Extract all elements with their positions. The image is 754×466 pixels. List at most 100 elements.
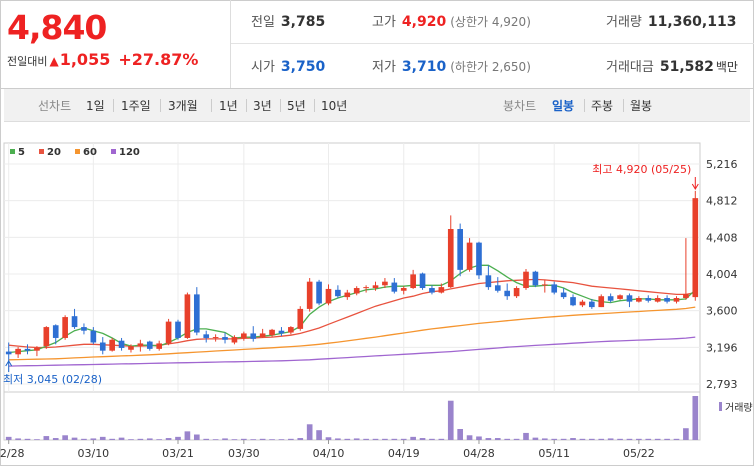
min-arrow-head [5, 360, 13, 367]
candle-body [391, 282, 398, 292]
candle-daily-button[interactable]: 일봉 [552, 99, 575, 113]
candle-body [485, 275, 492, 288]
volume-bar [71, 437, 78, 440]
candle-body [617, 295, 623, 299]
candle-body [165, 321, 172, 344]
candle-body [382, 281, 388, 286]
volume-bar [466, 435, 473, 440]
candle-body [62, 317, 68, 338]
toolbar-separator [246, 99, 247, 112]
volume-bar [541, 438, 548, 440]
toolbar-separator [623, 99, 624, 112]
trade-amount: 거래대금 51,582 백만 [606, 59, 738, 75]
period-1y-button[interactable]: 1년 [219, 99, 238, 113]
candle-body [654, 298, 661, 302]
candle-monthly-button[interactable]: 월봉 [630, 99, 653, 113]
ma60-line [8, 306, 696, 361]
candle-body [636, 298, 642, 302]
candle-body [372, 285, 379, 289]
current-price: 4,840 [7, 8, 107, 47]
candle-body [288, 327, 294, 333]
candle-body [306, 281, 313, 309]
volume-bar [316, 430, 322, 440]
volume-bar [43, 436, 50, 440]
volume-bar [523, 432, 529, 440]
volume-bar [52, 438, 59, 440]
volume-bar [391, 438, 398, 440]
volume-bar [589, 438, 595, 440]
volume-bar [203, 438, 210, 440]
x-tick-label: 04/28 [463, 447, 495, 460]
volume-bar [90, 438, 97, 440]
period-1w-button[interactable]: 1주일 [121, 99, 151, 113]
line-chart-button[interactable]: 선차트 [38, 99, 72, 113]
candle-body [560, 292, 567, 298]
volume-bar [419, 438, 426, 440]
candle-body [250, 333, 257, 339]
volume-bar [175, 436, 181, 440]
low-price: 저가 3,710 (하한가 2,650) [372, 59, 531, 75]
volume-bar [269, 439, 275, 440]
volume-bar [306, 424, 313, 440]
volume-bar [165, 438, 172, 440]
open-price: 시가 3,750 [251, 59, 326, 75]
candle-body [99, 342, 106, 351]
candle-body [24, 348, 31, 351]
candle-body [193, 294, 200, 333]
candle-body [241, 333, 247, 338]
toolbar-separator [113, 99, 114, 112]
x-tick-label: 05/11 [538, 447, 570, 460]
volume-bar [15, 438, 21, 440]
candle-body [579, 301, 586, 306]
volume-bar [626, 438, 633, 440]
volume-bar [645, 438, 652, 440]
period-5y-button[interactable]: 5년 [287, 99, 306, 113]
candle-body [109, 339, 115, 351]
candle-body [476, 242, 482, 276]
volume-bar [579, 438, 586, 440]
candle-body [645, 298, 652, 301]
volume-bar [363, 438, 369, 440]
y-tick-label: 4,408 [706, 231, 738, 244]
volume-bar [193, 434, 200, 440]
volume-bar [438, 438, 445, 440]
price-change: 전일대비 ▲1,055 +27.87% [7, 50, 198, 69]
volume-bar [297, 438, 304, 440]
price-summary: 4,840 전일대비 ▲1,055 +27.87% 전일 3,785 고가 4,920(… [0, 0, 754, 89]
candle-body [203, 334, 210, 338]
candle-weekly-button[interactable]: 주봉 [591, 99, 614, 113]
volume-bar [288, 438, 294, 440]
volume-bar [62, 435, 68, 440]
summary-divider [231, 43, 754, 44]
volume-bar [598, 438, 605, 440]
period-3y-button[interactable]: 3년 [253, 99, 272, 113]
volume-bar [513, 438, 520, 440]
volume-bar [400, 438, 407, 440]
volume-bar [278, 439, 285, 440]
volume-bar [664, 438, 670, 440]
legend-swatch [111, 149, 116, 154]
volume-bar [137, 438, 144, 440]
candle-body [325, 288, 332, 304]
period-3m-button[interactable]: 3개월 [168, 99, 198, 113]
candle-body [513, 288, 520, 297]
volume-bar [570, 438, 576, 440]
volume-bar [99, 436, 106, 440]
volume-bar [372, 438, 379, 440]
x-tick-label: 02/28 [0, 447, 25, 460]
candle-body [146, 341, 153, 349]
candle-body [363, 287, 369, 289]
volume-bar [241, 438, 247, 440]
x-tick-label: 03/10 [77, 447, 109, 460]
candle-chart-button[interactable]: 봉차트 [503, 99, 537, 113]
toolbar-separator [160, 99, 161, 112]
volume-bar [683, 428, 689, 440]
chart-toolbar: 선차트 1일 1주일 3개월 1년 3년 5년 10년 봉차트 일봉 주봉 월봉 [4, 89, 750, 122]
candle-body [335, 289, 341, 297]
period-1d-button[interactable]: 1일 [86, 99, 105, 113]
period-10y-button[interactable]: 10년 [321, 99, 348, 113]
x-tick-label: 04/19 [388, 447, 420, 460]
legend-label: 20 [47, 147, 61, 158]
candle-body [541, 284, 548, 286]
